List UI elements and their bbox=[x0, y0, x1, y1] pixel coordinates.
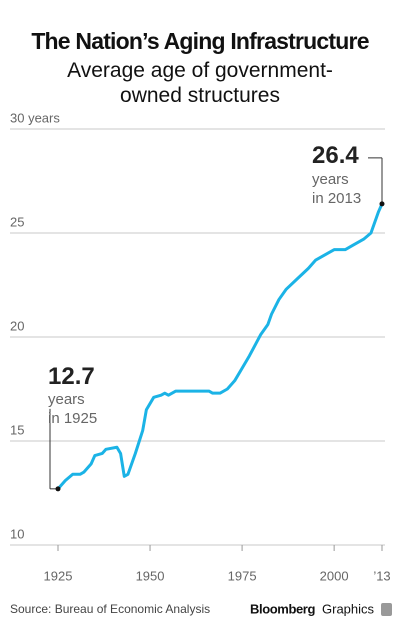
x-tick-label: 1950 bbox=[136, 568, 165, 583]
y-tick-label: 10 bbox=[10, 526, 24, 541]
y-tick-label: 30 years bbox=[10, 110, 60, 125]
brand-icon bbox=[381, 603, 392, 616]
brand-suffix: Graphics bbox=[322, 601, 375, 616]
x-tick-label: 2000 bbox=[320, 568, 349, 583]
annotation-note: years bbox=[312, 171, 349, 188]
x-tick-label: ’13 bbox=[373, 568, 390, 583]
annotation-value: 26.4 bbox=[312, 142, 359, 169]
y-tick-label: 20 bbox=[10, 318, 24, 333]
annotation-note: in 1925 bbox=[48, 410, 97, 427]
chart-subtitle: Average age of government-owned structur… bbox=[67, 59, 333, 107]
data-point bbox=[379, 201, 385, 207]
chart-title: The Nation’s Aging Infrastructure bbox=[31, 28, 369, 54]
source: Source: Bureau of Economic Analysis bbox=[10, 602, 210, 616]
annotation-note: years bbox=[48, 391, 85, 408]
data-line bbox=[56, 203, 384, 490]
x-tick-label: 1975 bbox=[228, 568, 257, 583]
y-tick-label: 25 bbox=[10, 214, 24, 229]
y-tick-label: 15 bbox=[10, 422, 24, 437]
brand: Bloomberg bbox=[250, 601, 315, 616]
annotation-note: in 2013 bbox=[312, 190, 361, 207]
annotation-value: 12.7 bbox=[48, 363, 95, 390]
data-point bbox=[55, 486, 61, 492]
x-tick-label: 1925 bbox=[44, 568, 73, 583]
